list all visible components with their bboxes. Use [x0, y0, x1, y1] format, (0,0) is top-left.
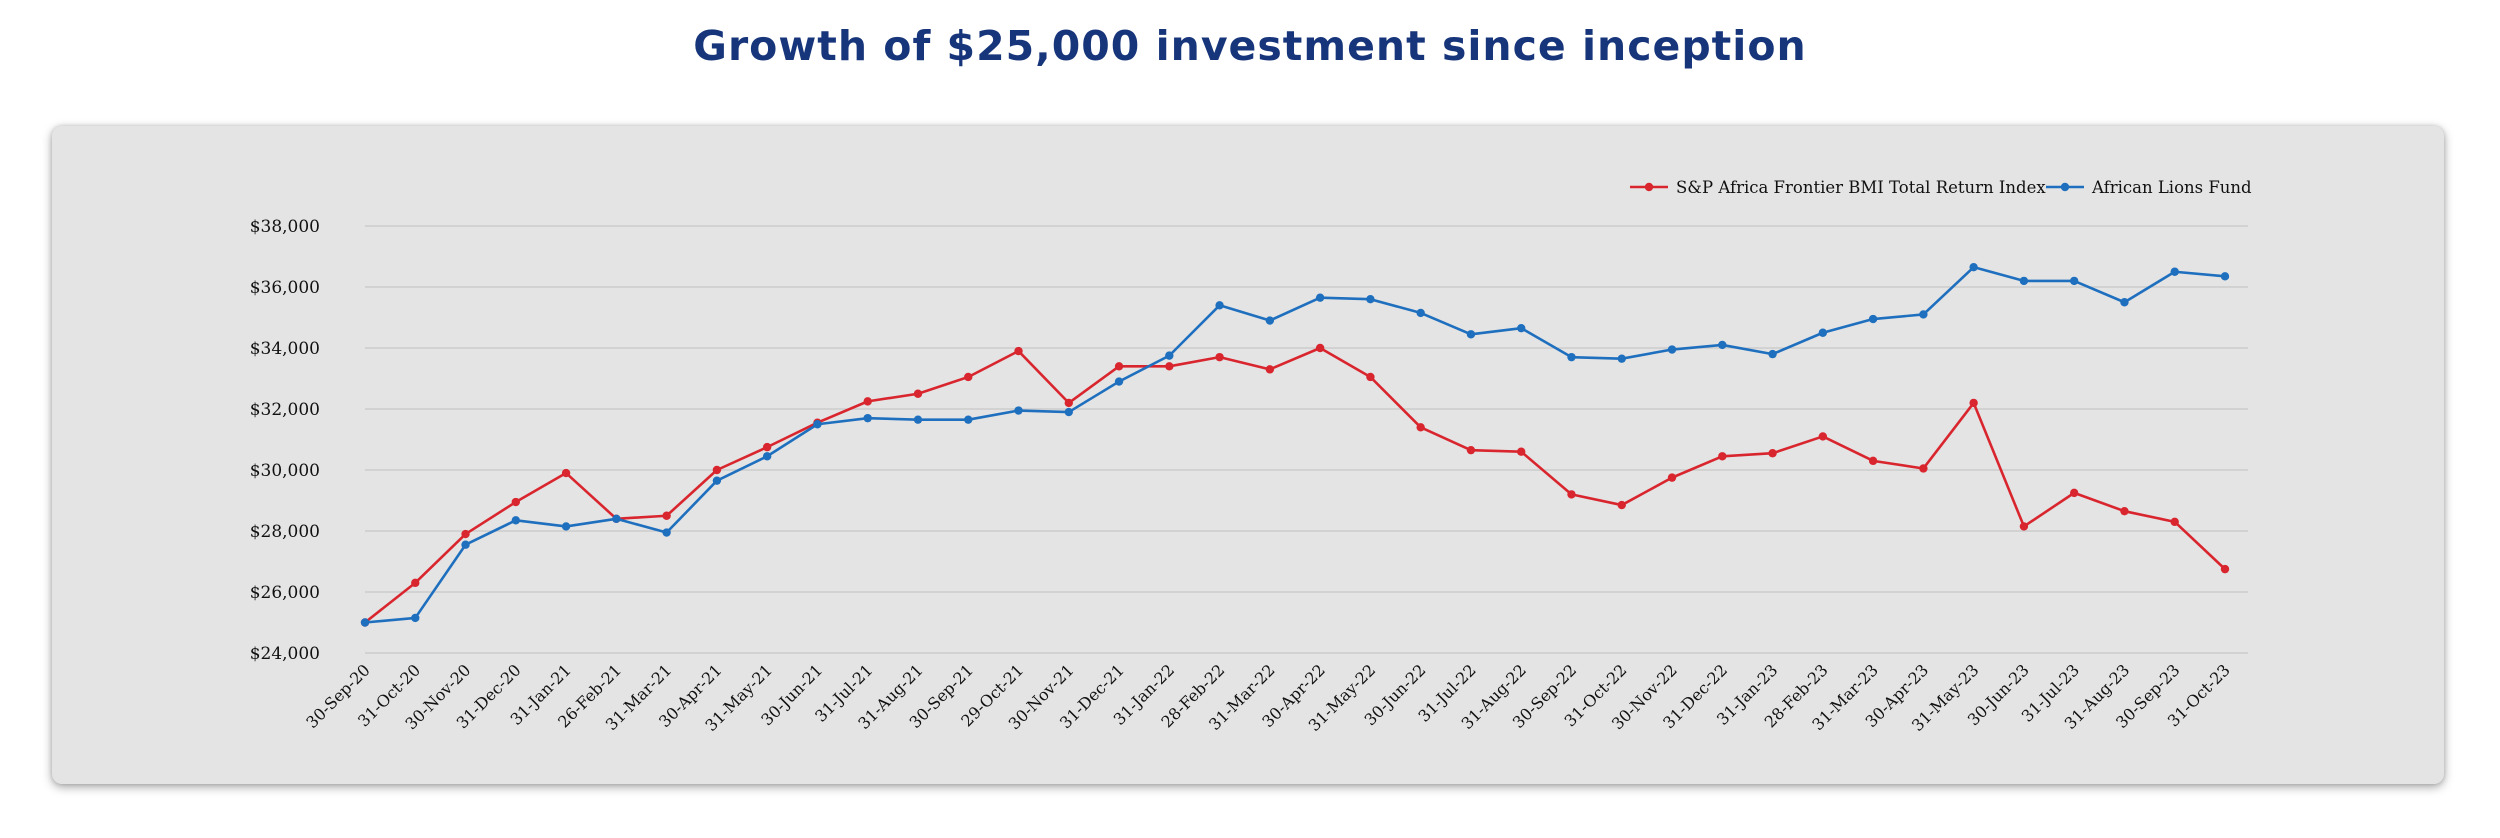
chart-title: Growth of $25,000 investment since incep… [693, 22, 1807, 70]
data-point [1315, 293, 1325, 302]
legend-label: African Lions Fund [2091, 178, 2252, 197]
line-chart: $24,000 $26,000 $28,000 $30,000 $32,000 $34,0… [250, 178, 2252, 735]
data-point [1818, 432, 1828, 441]
y-tick-label: $38,000 [250, 217, 320, 237]
x-axis-tick-labels: 30-Sep-2031-Oct-2030-Nov-2031-Dec-2031-J… [302, 660, 2234, 735]
data-point [1114, 377, 1124, 386]
data-point [863, 397, 872, 406]
data-point [1265, 316, 1275, 325]
data-point [1969, 262, 1978, 272]
data-point [964, 372, 973, 382]
data-point [2170, 267, 2179, 276]
data-point [612, 514, 621, 523]
data-point [712, 465, 722, 475]
legend-swatch-marker [2060, 182, 2070, 192]
data-point [2170, 517, 2179, 527]
chart-panel: $24,000 $26,000 $28,000 $30,000 $32,000 $34,0… [52, 126, 2444, 784]
data-point [1818, 328, 1828, 337]
data-point [1366, 295, 1375, 304]
data-point [1014, 406, 1023, 415]
data-point [1165, 351, 1174, 360]
data-point [762, 442, 772, 452]
y-tick-label: $34,000 [250, 339, 320, 359]
data-point [1718, 340, 1727, 350]
legend-item: S&P Africa Frontier BMI Total Return Ind… [1630, 178, 2046, 197]
data-point [1064, 398, 1073, 408]
legend-item: African Lions Fund [2046, 178, 2252, 197]
data-point [2220, 272, 2230, 281]
data-point [1517, 323, 1526, 333]
data-point [2120, 298, 2129, 307]
series-lines [360, 262, 2230, 627]
y-tick-label: $32,000 [250, 400, 320, 420]
y-tick-label: $26,000 [250, 583, 320, 603]
data-point [1114, 362, 1124, 371]
data-point [712, 476, 722, 485]
data-point [1215, 352, 1224, 362]
gridlines [365, 225, 2248, 654]
data-point [1416, 423, 1425, 432]
data-point [1466, 330, 1476, 339]
y-tick-label: $36,000 [250, 278, 320, 298]
data-point [1768, 349, 1777, 359]
data-point [1366, 372, 1375, 382]
series-1 [360, 262, 2230, 627]
data-point [511, 516, 521, 525]
data-point [1969, 398, 1978, 408]
data-point [1416, 308, 1425, 318]
data-point [1768, 449, 1777, 458]
series-0 [360, 343, 2230, 627]
data-point [1718, 452, 1727, 461]
data-point [762, 452, 772, 461]
data-point [913, 415, 923, 424]
legend-label: S&P Africa Frontier BMI Total Return Ind… [1676, 178, 2046, 197]
y-axis-tick-labels: $24,000 $26,000 $28,000 $30,000 $32,000 $34,0… [250, 217, 320, 664]
y-tick-label: $30,000 [250, 461, 320, 481]
data-point [2220, 564, 2230, 574]
data-point [1165, 362, 1174, 371]
data-point [662, 511, 671, 520]
data-point [1567, 352, 1576, 362]
y-tick-label: $24,000 [250, 644, 320, 664]
data-point [2019, 276, 2029, 286]
data-point [1617, 354, 1626, 363]
data-point [2069, 488, 2079, 498]
data-point [2069, 276, 2079, 286]
series-line [364, 265, 2226, 624]
data-point [863, 413, 872, 423]
data-point [411, 578, 420, 588]
data-point [461, 529, 470, 539]
data-point [662, 528, 671, 537]
data-point [360, 618, 370, 627]
data-point [561, 522, 571, 531]
data-point [1466, 445, 1476, 455]
data-point [1868, 314, 1878, 324]
data-point [2120, 506, 2129, 516]
data-point [1919, 464, 1928, 473]
data-point [1517, 447, 1526, 456]
data-point [813, 420, 822, 429]
data-point [1064, 407, 1073, 417]
data-point [561, 468, 571, 478]
data-point [1215, 301, 1224, 310]
data-point [1919, 310, 1928, 319]
data-point [913, 389, 923, 398]
data-point [461, 540, 470, 549]
series-line [364, 346, 2226, 624]
data-point [1667, 473, 1677, 482]
data-point [1265, 365, 1275, 374]
data-point [1014, 346, 1023, 356]
data-point [1617, 500, 1626, 510]
data-point [511, 497, 521, 507]
data-point [2019, 522, 2029, 531]
data-point [411, 613, 420, 623]
data-point [1567, 490, 1576, 499]
data-point [1315, 343, 1325, 353]
legend: S&P Africa Frontier BMI Total Return Ind… [1630, 178, 2252, 197]
y-tick-label: $28,000 [250, 522, 320, 542]
data-point [1868, 456, 1878, 466]
legend-swatch-marker [1644, 182, 1654, 192]
data-point [1667, 345, 1677, 354]
data-point [964, 415, 973, 424]
